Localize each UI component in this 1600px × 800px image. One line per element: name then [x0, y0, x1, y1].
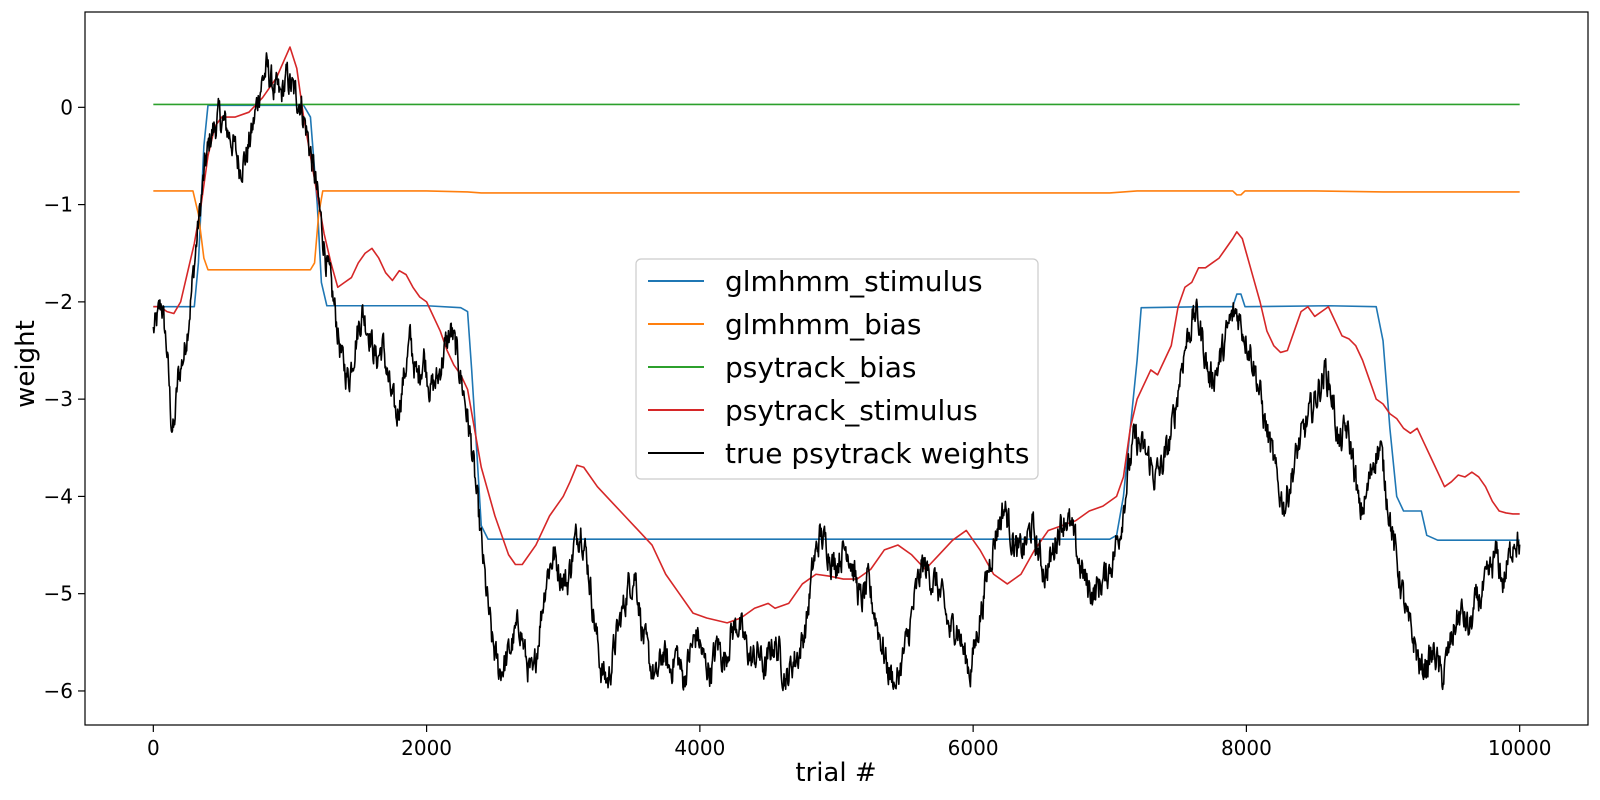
- plot-frame: [84, 11, 1589, 726]
- y-tick-label: −2: [44, 290, 73, 314]
- legend-label: true psytrack weights: [725, 437, 1029, 470]
- x-tick-label: 0: [147, 736, 160, 760]
- x-tick-label: 8000: [1221, 736, 1272, 760]
- y-tick-label: −4: [44, 484, 73, 508]
- legend: glmhmm_stimulus glmhmm_bias psytrack_biasp…: [635, 258, 1039, 480]
- x-tick-label: 6000: [948, 736, 999, 760]
- y-tick-label: −1: [44, 193, 73, 217]
- series-line-true-psytrack-weights: [152, 52, 1521, 692]
- legend-label: psytrack_bias: [725, 351, 917, 384]
- x-axis: 0 2000 4000 6000 8000 10000: [147, 725, 1552, 760]
- legend-label: glmhmm_bias: [725, 308, 921, 341]
- y-tick-label: 0: [60, 95, 73, 119]
- y-tick-label: −6: [44, 679, 73, 703]
- legend-label: glmhmm_stimulus: [725, 265, 983, 298]
- series-line-glmhmm-bias: [153, 190, 1520, 271]
- y-tick-label: −5: [44, 582, 73, 606]
- x-tick-label: 10000: [1488, 736, 1552, 760]
- x-tick-label: 2000: [401, 736, 452, 760]
- legend-box: [635, 258, 1039, 480]
- legend-label: psytrack_stimulus: [725, 394, 978, 427]
- x-axis-label: trial #: [795, 758, 876, 788]
- y-tick-label: −3: [44, 387, 73, 411]
- series-layer: [152, 46, 1521, 692]
- x-tick-label: 4000: [674, 736, 725, 760]
- y-axis-label: weight: [11, 320, 41, 408]
- y-axis: 0 −1 −2 −3 −4 −5 −6: [44, 95, 85, 703]
- series-line-psytrack-stimulus: [153, 46, 1520, 624]
